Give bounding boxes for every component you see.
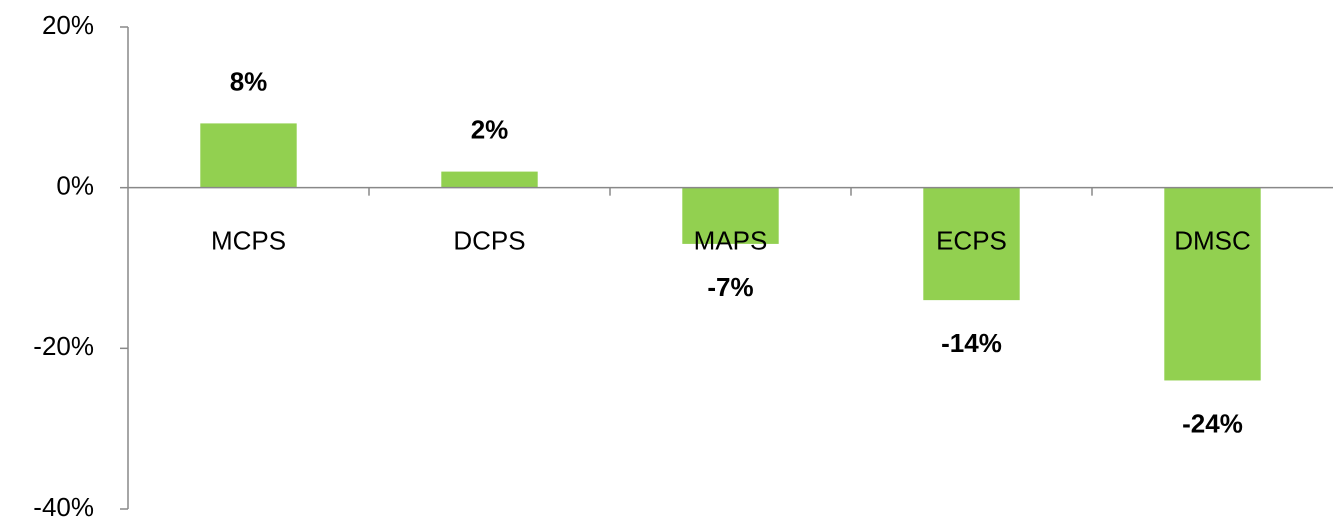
y-tick-label: 20% bbox=[42, 10, 94, 40]
value-label: 2% bbox=[471, 114, 509, 144]
y-tick-label: -20% bbox=[33, 331, 94, 361]
x-tick-label: DCPS bbox=[453, 226, 525, 256]
x-tick-label: ECPS bbox=[936, 226, 1007, 256]
value-label: -14% bbox=[941, 328, 1002, 358]
value-label: -24% bbox=[1182, 408, 1243, 438]
value-label: 8% bbox=[230, 66, 268, 96]
bar bbox=[1164, 187, 1261, 381]
bar bbox=[923, 187, 1020, 301]
x-tick-label: MAPS bbox=[694, 226, 768, 256]
x-tick-label: DMSC bbox=[1174, 226, 1251, 256]
value-label: -7% bbox=[707, 272, 753, 302]
bar bbox=[682, 187, 779, 244]
bar bbox=[200, 123, 297, 188]
x-tick-label: MCPS bbox=[211, 226, 286, 256]
y-tick-label: 0% bbox=[56, 171, 94, 201]
bar bbox=[441, 171, 538, 188]
y-tick-label: -40% bbox=[33, 492, 94, 522]
